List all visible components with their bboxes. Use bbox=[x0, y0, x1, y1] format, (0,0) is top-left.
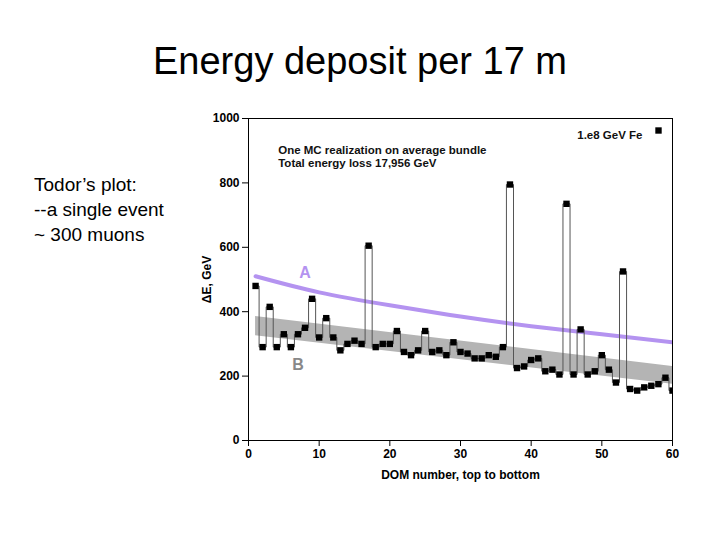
svg-text:600: 600 bbox=[219, 240, 239, 254]
html-text:Todor’s plot:: Todor’s plot: bbox=[34, 174, 137, 195]
svg-text:ΔE, GeV: ΔE, GeV bbox=[200, 256, 214, 303]
svg-text:10: 10 bbox=[312, 447, 326, 461]
svg-text:0: 0 bbox=[245, 447, 252, 461]
svg-text:DOM number, top to bottom: DOM number, top to bottom bbox=[381, 468, 540, 482]
svg-text:60: 60 bbox=[666, 447, 680, 461]
svg-text:800: 800 bbox=[219, 176, 239, 190]
svg-text:B: B bbox=[292, 356, 304, 373]
svg-text:1000: 1000 bbox=[213, 111, 240, 125]
svg-text:0: 0 bbox=[233, 433, 240, 447]
svg-text:1.e8 GeV Fe: 1.e8 GeV Fe bbox=[577, 129, 642, 141]
svg-text:Total energy loss 17,956 GeV: Total energy loss 17,956 GeV bbox=[278, 157, 437, 169]
svg-text:A: A bbox=[299, 264, 311, 281]
svg-text:20: 20 bbox=[383, 447, 397, 461]
html-text:~ 300 muons: ~ 300 muons bbox=[34, 224, 145, 245]
svg-text:400: 400 bbox=[219, 305, 239, 319]
svg-text:50: 50 bbox=[595, 447, 609, 461]
svg-text:One MC realization on average: One MC realization on average bundle bbox=[278, 144, 486, 156]
html-text:--a single event: --a single event bbox=[34, 199, 164, 220]
svg-text:200: 200 bbox=[219, 369, 239, 383]
html-text:Energy deposit per 17 m: Energy deposit per 17 m bbox=[153, 40, 567, 82]
svg-text:30: 30 bbox=[454, 447, 468, 461]
svg-text:40: 40 bbox=[524, 447, 538, 461]
